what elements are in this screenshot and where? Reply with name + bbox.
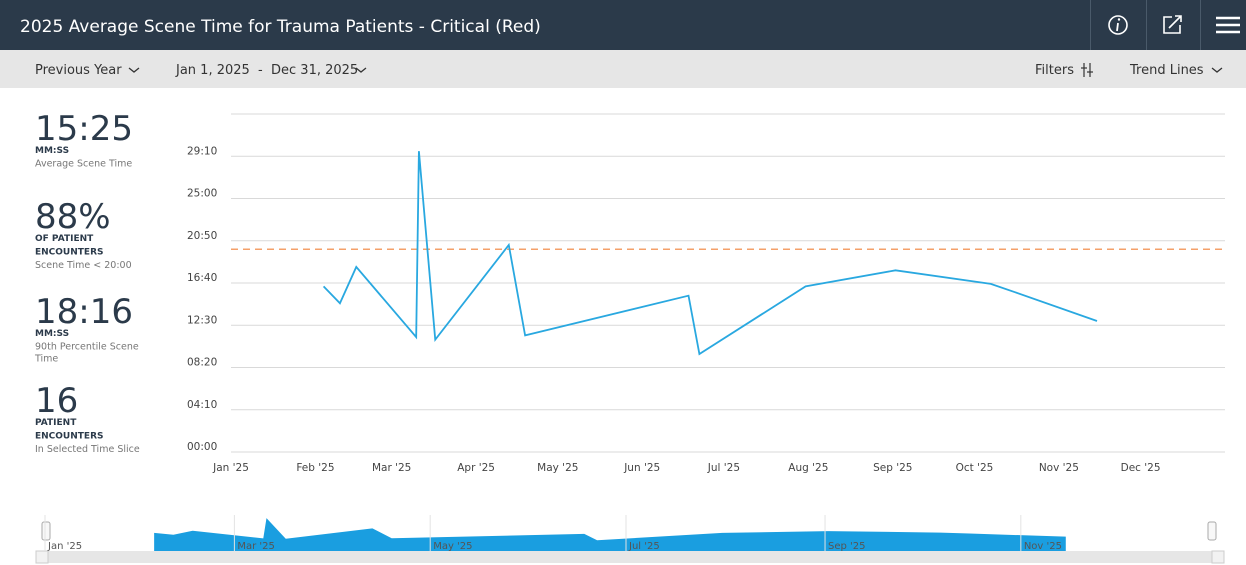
page-title: 2025 Average Scene Time for Trauma Patie… xyxy=(20,17,541,37)
trend-lines-dropdown[interactable]: Trend Lines xyxy=(1129,63,1204,78)
divider xyxy=(1090,0,1091,50)
filters-icon xyxy=(1081,63,1093,77)
scroll-right[interactable] xyxy=(1211,550,1225,564)
navigator-label: Jan '25 xyxy=(47,541,82,552)
kpi-label: Time xyxy=(34,354,58,365)
kpi-unit: MM:SS xyxy=(35,329,69,339)
navigator-label: Mar '25 xyxy=(237,541,275,552)
y-tick-label: 16:40 xyxy=(187,272,217,284)
y-tick-label: 25:00 xyxy=(187,188,217,200)
x-tick-label: Oct '25 xyxy=(956,462,994,474)
scrollbar[interactable] xyxy=(48,551,1214,563)
kpi-unit: PATIENT xyxy=(35,418,77,428)
kpi-unit: ENCOUNTERS xyxy=(35,432,103,442)
x-tick-label: Jan '25 xyxy=(212,462,249,474)
kpi-value: 16 xyxy=(35,381,78,421)
y-tick-label: 12:30 xyxy=(187,314,217,326)
info-icon[interactable] xyxy=(1108,15,1128,35)
x-tick-label: Aug '25 xyxy=(788,462,828,474)
x-tick-label: May '25 xyxy=(537,462,578,474)
scroll-left[interactable] xyxy=(35,550,49,564)
divider xyxy=(1146,0,1147,50)
x-tick-label: Apr '25 xyxy=(457,462,495,474)
navigator-label: May '25 xyxy=(433,541,472,552)
kpi-label: 90th Percentile Scene xyxy=(35,342,139,353)
x-tick-label: Nov '25 xyxy=(1039,462,1079,474)
kpi-unit: MM:SS xyxy=(35,146,69,156)
export-icon[interactable] xyxy=(1163,15,1182,34)
x-tick-label: Jul '25 xyxy=(707,462,740,474)
y-tick-label: 20:50 xyxy=(187,230,217,242)
header-bar xyxy=(0,0,1246,50)
kpi-label: Scene Time < 20:00 xyxy=(35,260,132,271)
kpi-value: 15:25 xyxy=(35,109,133,149)
kpi-value: 18:16 xyxy=(35,292,133,332)
date-range-dropdown[interactable]: Jan 1, 2025 - Dec 31, 2025 xyxy=(175,63,358,78)
nav-handle[interactable] xyxy=(1207,521,1217,541)
kpi-unit: OF PATIENT xyxy=(35,234,94,244)
x-tick-label: Dec '25 xyxy=(1121,462,1161,474)
period-dropdown[interactable]: Previous Year xyxy=(35,63,122,78)
chevron xyxy=(355,67,367,73)
nav-handle[interactable] xyxy=(41,521,51,541)
navigator-label: Nov '25 xyxy=(1024,541,1062,552)
x-tick-label: Sep '25 xyxy=(873,462,912,474)
kpi-label: In Selected Time Slice xyxy=(35,444,140,455)
navigator-label: Sep '25 xyxy=(828,541,866,552)
y-tick-label: 08:20 xyxy=(187,357,217,369)
navigator-area xyxy=(154,518,1066,551)
y-tick-label: 29:10 xyxy=(187,145,217,157)
menu-icon[interactable] xyxy=(1216,16,1240,34)
kpi-unit: ENCOUNTERS xyxy=(35,248,103,258)
x-tick-label: Feb '25 xyxy=(296,462,334,474)
chevron xyxy=(128,67,140,73)
filters-button[interactable]: Filters xyxy=(1035,63,1074,78)
toolbar xyxy=(0,50,1246,88)
kpi-value: 88% xyxy=(35,197,111,237)
kpi-label: Average Scene Time xyxy=(35,159,132,170)
series-line xyxy=(322,151,1098,356)
x-tick-label: Jun '25 xyxy=(623,462,660,474)
y-tick-label: 00:00 xyxy=(187,441,217,453)
divider xyxy=(1200,0,1201,50)
navigator-label: Jul '25 xyxy=(628,541,660,552)
x-tick-label: Mar '25 xyxy=(372,462,411,474)
y-tick-label: 04:10 xyxy=(187,399,217,411)
chevron xyxy=(1211,67,1223,73)
